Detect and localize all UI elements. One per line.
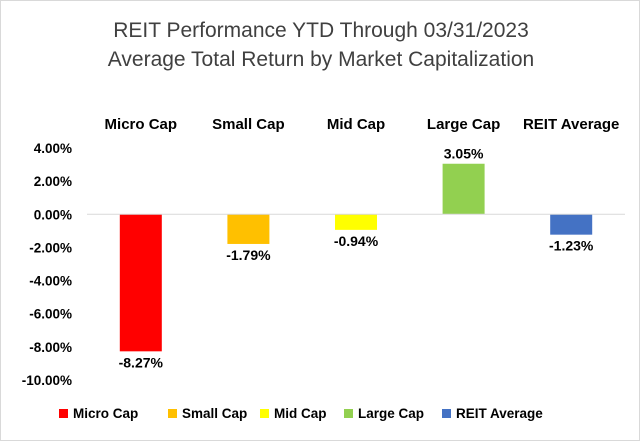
y-tick-label: 2.00% xyxy=(34,174,72,189)
y-tick-label: -6.00% xyxy=(29,307,72,322)
data-label: -1.79% xyxy=(226,247,271,263)
bars xyxy=(119,163,593,352)
data-label: -0.94% xyxy=(334,233,379,249)
bar xyxy=(227,214,270,244)
y-tick-label: -8.00% xyxy=(29,340,72,355)
data-label: 3.05% xyxy=(444,146,484,162)
legend-swatch xyxy=(168,409,177,418)
category-label: Small Cap xyxy=(212,116,285,133)
chart-title: REIT Performance YTD Through 03/31/2023 xyxy=(113,19,529,42)
legend-swatch xyxy=(260,409,269,418)
category-labels: Micro Cap Small Cap Mid Cap Large Cap REIT A… xyxy=(105,116,620,133)
bar xyxy=(442,163,485,215)
y-tick-label: -4.00% xyxy=(29,274,72,289)
legend-label: Large Cap xyxy=(358,406,424,421)
bar xyxy=(335,214,377,230)
legend-label: REIT Average xyxy=(456,406,543,421)
data-label: -8.27% xyxy=(119,354,164,370)
legend-item: Mid Cap xyxy=(260,406,327,421)
legend-label: Micro Cap xyxy=(73,406,138,421)
category-label: Micro Cap xyxy=(105,116,178,133)
legend-item: Small Cap xyxy=(168,406,247,421)
y-tick-label: 0.00% xyxy=(34,207,72,222)
legend-item: Micro Cap xyxy=(59,406,138,421)
bar xyxy=(119,214,162,352)
data-label: -1.23% xyxy=(549,238,594,254)
y-axis: 4.00% 2.00% 0.00% -2.00% -4.00% -6.00% -8.00% -… xyxy=(22,141,72,388)
chart-subtitle: Average Total Return by Market Capitaliz… xyxy=(108,48,534,71)
legend-swatch xyxy=(344,409,353,418)
y-tick-label: -2.00% xyxy=(29,240,72,255)
legend-label: Mid Cap xyxy=(274,406,327,421)
category-label: Large Cap xyxy=(427,116,500,133)
y-tick-label: 4.00% xyxy=(34,141,72,156)
bar xyxy=(550,214,593,235)
category-label: REIT Average xyxy=(523,116,619,133)
legend: Micro Cap Small Cap Mid Cap Large Cap REIT A… xyxy=(59,406,543,421)
data-labels: -8.27% -1.79% -0.94% 3.05% -1.23% xyxy=(119,146,594,371)
legend-swatch xyxy=(59,409,68,418)
legend-label: Small Cap xyxy=(182,406,247,421)
legend-item: REIT Average xyxy=(442,406,543,421)
y-tick-label: -10.00% xyxy=(22,373,72,388)
legend-swatch xyxy=(442,409,451,418)
legend-item: Large Cap xyxy=(344,406,424,421)
category-label: Mid Cap xyxy=(327,116,385,133)
